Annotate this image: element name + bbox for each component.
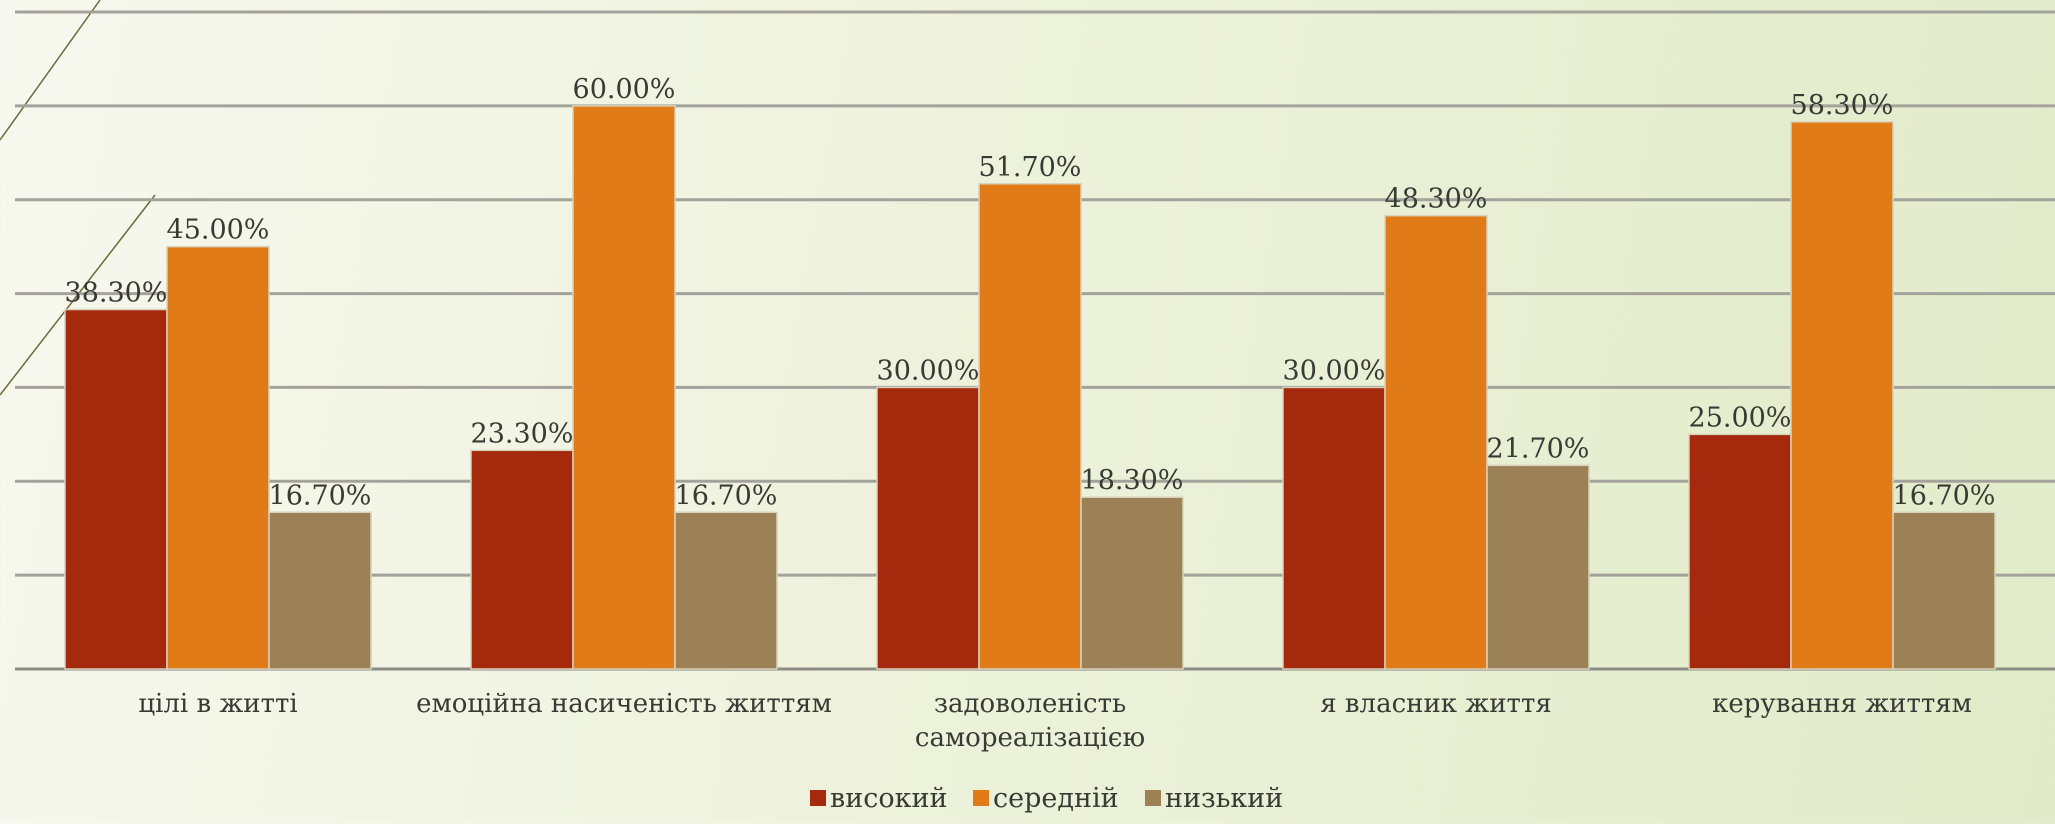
- bar-середній: [1384, 214, 1488, 670]
- data-label: 38.30%: [65, 278, 168, 309]
- decorative-line-top: [0, 0, 101, 141]
- legend-swatch-високий: [810, 790, 826, 806]
- bars: [64, 105, 1996, 670]
- data-label: 58.30%: [1791, 90, 1894, 121]
- bar-середній: [572, 105, 676, 670]
- legend: високий середній низький: [810, 783, 1283, 814]
- bar-високий: [64, 308, 168, 670]
- data-label: 18.30%: [1081, 465, 1184, 496]
- data-labels: 38.30% 45.00% 16.70% 23.30% 60.00% 16.70% 30.0…: [65, 74, 1996, 511]
- legend-swatch-низький: [1145, 790, 1161, 806]
- x-axis-tick-labels: цілі в житті емоційна насиченість життям з…: [138, 689, 1972, 753]
- bar-високий: [470, 449, 574, 670]
- bar-високий: [876, 386, 980, 670]
- data-label: 51.70%: [979, 152, 1082, 183]
- legend-label: низький: [1165, 783, 1283, 814]
- bar-низький: [1892, 511, 1996, 670]
- bar-низький: [674, 511, 778, 670]
- bar-високий: [1282, 386, 1386, 670]
- x-tick-label: керування життям: [1712, 689, 1972, 719]
- x-tick-label: емоційна насиченість життям: [416, 689, 832, 719]
- data-label: 21.70%: [1487, 433, 1590, 464]
- bar-середній: [1790, 121, 1894, 670]
- x-tick-label: я власник життя: [1320, 689, 1551, 719]
- data-label: 30.00%: [1283, 355, 1386, 386]
- data-label: 16.70%: [269, 480, 372, 511]
- bar-низький: [1486, 464, 1590, 670]
- data-label: 60.00%: [573, 74, 676, 105]
- data-label: 16.70%: [675, 480, 778, 511]
- data-label: 25.00%: [1689, 402, 1792, 433]
- bar-високий: [1688, 433, 1792, 670]
- bar-низький: [268, 511, 372, 670]
- legend-label: високий: [830, 783, 947, 814]
- data-label: 30.00%: [877, 355, 980, 386]
- data-label: 48.30%: [1385, 184, 1488, 215]
- legend-label: середній: [993, 783, 1119, 814]
- legend-swatch-середній: [973, 790, 989, 806]
- x-tick-label: цілі в житті: [138, 689, 297, 719]
- x-tick-label: задоволеність: [934, 689, 1126, 719]
- data-label: 16.70%: [1893, 480, 1996, 511]
- data-label: 23.30%: [471, 418, 574, 449]
- bar-середній: [166, 245, 270, 670]
- bar-середній: [978, 183, 1082, 670]
- data-label: 45.00%: [167, 215, 270, 246]
- bar-низький: [1080, 496, 1184, 670]
- x-tick-label: самореалізацією: [915, 723, 1145, 753]
